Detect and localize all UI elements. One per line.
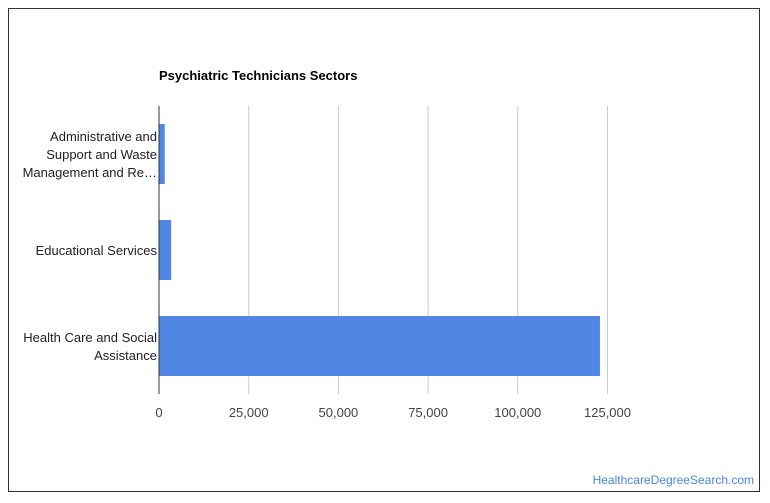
bar	[159, 124, 165, 184]
x-tick-label: 0	[155, 405, 162, 420]
category-label: Health Care and Social	[23, 330, 157, 345]
category-label: Educational Services	[36, 243, 158, 258]
x-tick-label: 75,000	[408, 405, 448, 420]
category-label: Management and Re…	[23, 165, 157, 180]
x-tick-label: 125,000	[584, 405, 631, 420]
chart-title: Psychiatric Technicians Sectors	[159, 68, 358, 83]
x-tick-label: 25,000	[229, 405, 269, 420]
category-label: Assistance	[94, 348, 157, 363]
x-tick-label: 50,000	[319, 405, 359, 420]
source-link[interactable]: HealthcareDegreeSearch.com	[592, 473, 754, 487]
bar	[159, 220, 172, 280]
category-label: Support and Waste	[46, 147, 157, 162]
category-label: Administrative and	[50, 129, 157, 144]
bar	[159, 316, 600, 376]
x-tick-label: 100,000	[494, 405, 541, 420]
chart-frame	[8, 8, 760, 492]
